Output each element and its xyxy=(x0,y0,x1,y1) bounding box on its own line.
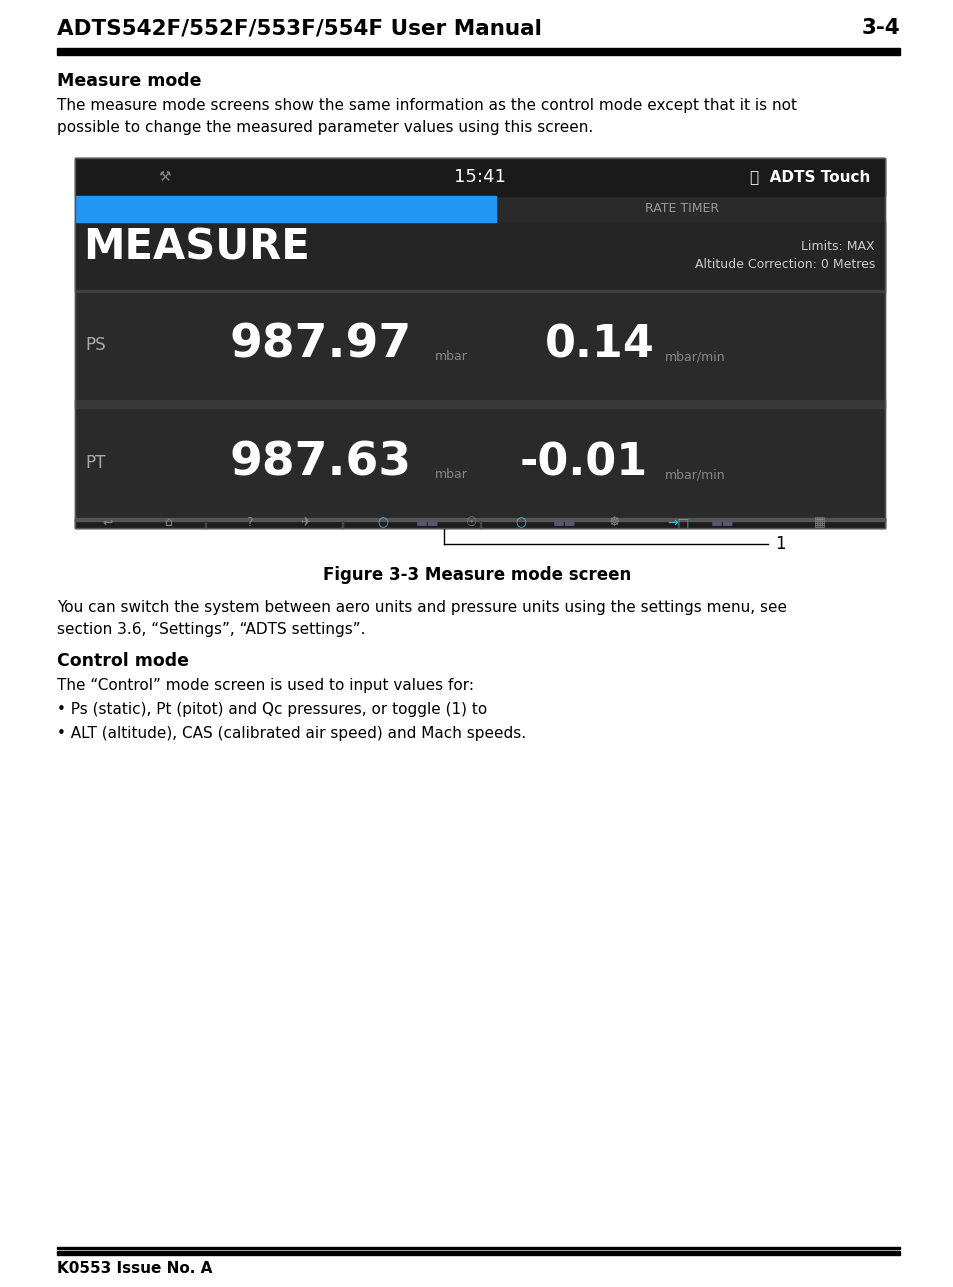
Text: ⚒: ⚒ xyxy=(158,170,172,184)
Text: 987.63: 987.63 xyxy=(230,440,412,485)
Bar xyxy=(57,48,899,53)
Bar xyxy=(75,158,884,528)
Text: possible to change the measured parameter values using this screen.: possible to change the measured paramete… xyxy=(57,120,593,135)
Bar xyxy=(75,517,884,528)
Bar xyxy=(75,158,884,528)
Text: 987.97: 987.97 xyxy=(230,323,412,368)
Bar xyxy=(75,221,884,290)
Text: Limits: MAX: Limits: MAX xyxy=(801,239,874,254)
Text: 3-4: 3-4 xyxy=(861,18,899,39)
Text: • Ps (static), Pt (pitot) and Qc pressures, or toggle (1) to: • Ps (static), Pt (pitot) and Qc pressur… xyxy=(57,701,487,717)
Text: section 3.6, “Settings”, “ADTS settings”.: section 3.6, “Settings”, “ADTS settings”… xyxy=(57,622,365,637)
Bar xyxy=(75,517,884,521)
Text: The “Control” mode screen is used to input values for:: The “Control” mode screen is used to inp… xyxy=(57,678,474,692)
Text: Ⓠ  ADTS Touch: Ⓠ ADTS Touch xyxy=(749,170,869,184)
Bar xyxy=(57,53,899,55)
Text: mbar: mbar xyxy=(435,350,467,363)
Text: ▦: ▦ xyxy=(814,516,825,529)
Text: PT: PT xyxy=(85,454,105,472)
Text: ?: ? xyxy=(246,516,253,529)
Text: ▬▬: ▬▬ xyxy=(553,516,577,529)
Text: Control mode: Control mode xyxy=(57,653,189,671)
Text: -0.01: -0.01 xyxy=(519,441,648,484)
Text: 15:41: 15:41 xyxy=(454,169,505,187)
Text: ADTS542F/552F/553F/554F User Manual: ADTS542F/552F/553F/554F User Manual xyxy=(57,18,541,39)
Text: ▬▬: ▬▬ xyxy=(416,516,438,529)
Bar xyxy=(75,290,884,292)
Bar xyxy=(342,521,343,528)
Bar xyxy=(479,521,480,528)
Text: ▬▬: ▬▬ xyxy=(711,516,734,529)
Text: RATE TIMER: RATE TIMER xyxy=(645,202,719,215)
Text: Measure mode: Measure mode xyxy=(57,72,201,90)
Text: mbar/min: mbar/min xyxy=(664,468,725,481)
Text: Altitude Correction: 0 Metres: Altitude Correction: 0 Metres xyxy=(694,257,874,272)
Text: ☉: ☉ xyxy=(466,516,477,529)
Bar xyxy=(75,196,496,221)
Bar xyxy=(75,158,884,196)
Text: ⌂: ⌂ xyxy=(164,516,172,529)
Text: The measure mode screens show the same information as the control mode except th: The measure mode screens show the same i… xyxy=(57,98,796,113)
Bar xyxy=(57,1251,899,1255)
Text: ○: ○ xyxy=(377,516,388,529)
Text: mbar/min: mbar/min xyxy=(664,350,725,363)
Text: K0553 Issue No. A: K0553 Issue No. A xyxy=(57,1261,213,1275)
Text: ↩: ↩ xyxy=(102,516,112,529)
Text: 0.14: 0.14 xyxy=(544,323,654,367)
Text: PS: PS xyxy=(85,336,106,354)
Text: mbar: mbar xyxy=(435,468,467,481)
Text: You can switch the system between aero units and pressure units using the settin: You can switch the system between aero u… xyxy=(57,600,786,615)
Text: MEASURE: MEASURE xyxy=(83,227,310,268)
Text: →□: →□ xyxy=(667,516,689,529)
Bar xyxy=(75,400,884,408)
Text: 1: 1 xyxy=(775,535,785,553)
Text: ✈: ✈ xyxy=(300,516,311,529)
Text: Figure 3-3 Measure mode screen: Figure 3-3 Measure mode screen xyxy=(322,566,631,584)
Bar xyxy=(204,521,206,528)
Bar xyxy=(57,1247,899,1248)
Text: ☸: ☸ xyxy=(607,516,618,529)
Text: ○: ○ xyxy=(515,516,525,529)
Text: • ALT (altitude), CAS (calibrated air speed) and Mach speeds.: • ALT (altitude), CAS (calibrated air sp… xyxy=(57,726,525,741)
